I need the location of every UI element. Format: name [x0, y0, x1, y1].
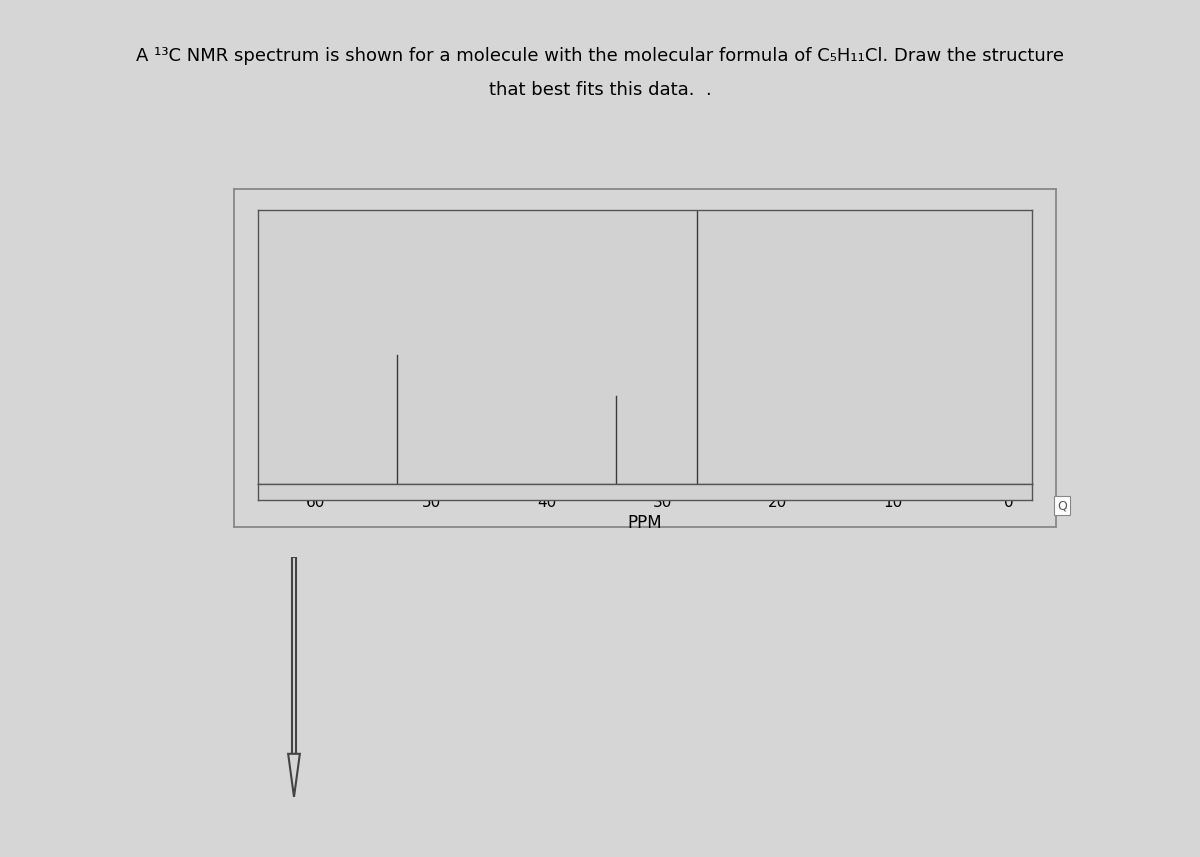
Polygon shape: [288, 754, 300, 797]
Text: A ¹³C NMR spectrum is shown for a molecule with the molecular formula of C₅H₁₁Cl: A ¹³C NMR spectrum is shown for a molecu…: [136, 46, 1064, 65]
Text: Q: Q: [1057, 499, 1067, 512]
X-axis label: PPM: PPM: [628, 514, 662, 532]
Text: that best fits this data.  .: that best fits this data. .: [488, 81, 712, 99]
Bar: [293, 557, 295, 754]
